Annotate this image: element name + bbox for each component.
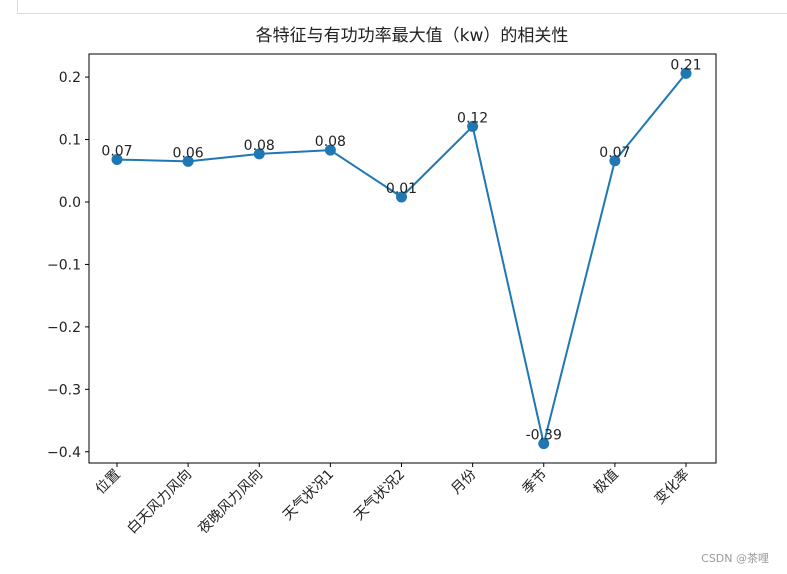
data-point <box>324 144 336 156</box>
data-point <box>182 155 194 167</box>
y-tick-label: −0.2 <box>47 320 81 336</box>
data-label: 0.21 <box>670 57 701 73</box>
data-point <box>467 120 479 132</box>
data-point <box>396 191 407 203</box>
series-line <box>116 72 687 445</box>
y-tick-label: −0.4 <box>47 445 81 461</box>
x-tick-label: 天气状况2 <box>351 467 408 524</box>
data-label: 0.07 <box>599 145 630 161</box>
y-tick-label: −0.3 <box>47 382 81 398</box>
data-label: 0.07 <box>101 144 132 160</box>
data-label: 0.08 <box>244 138 275 154</box>
x-tick-label: 位置 <box>93 467 124 498</box>
x-tick-label: 夜晚风力风向 <box>195 467 266 538</box>
y-axis: 0.2 0.1 0.0 −0.1 −0.2 −0.3 −0.4 <box>47 70 89 461</box>
data-point <box>538 438 550 450</box>
data-label-group: 0.07 0.06 0.08 0.08 0.01 0.12 -0.39 0.07 0.21 <box>101 57 701 443</box>
y-tick-label: 0.2 <box>59 70 81 86</box>
data-label: 0.12 <box>457 110 488 126</box>
data-label: 0.08 <box>315 134 346 150</box>
data-point <box>680 67 692 79</box>
chart-title: 各特征与有功功率最大值（kw）的相关性 <box>256 26 569 46</box>
y-tick-label: 0.0 <box>59 195 81 211</box>
x-axis: 位置 白天风力风向 夜晚风力风向 天气状况1 天气状况2 月份 季节 极值 变化率 <box>93 463 693 537</box>
data-point <box>609 155 621 167</box>
data-point <box>253 148 265 160</box>
y-tick-label: −0.1 <box>47 257 81 273</box>
top-frame <box>17 0 787 14</box>
data-label: 0.01 <box>386 181 417 197</box>
data-point <box>111 154 123 166</box>
x-tick-label: 极值 <box>591 467 622 498</box>
x-tick-label: 变化率 <box>651 466 693 508</box>
x-tick-label: 白天风力风向 <box>124 467 195 538</box>
data-label: 0.06 <box>173 145 204 161</box>
watermark: CSDN @茶哩 <box>701 552 769 565</box>
series-line-group <box>111 67 692 450</box>
x-tick-label: 季节 <box>519 467 550 498</box>
data-label: -0.39 <box>526 428 562 444</box>
plot-area-frame <box>88 53 717 464</box>
x-tick-label: 天气状况1 <box>280 467 337 524</box>
x-tick-label: 月份 <box>448 467 479 498</box>
y-tick-label: 0.1 <box>59 133 81 149</box>
